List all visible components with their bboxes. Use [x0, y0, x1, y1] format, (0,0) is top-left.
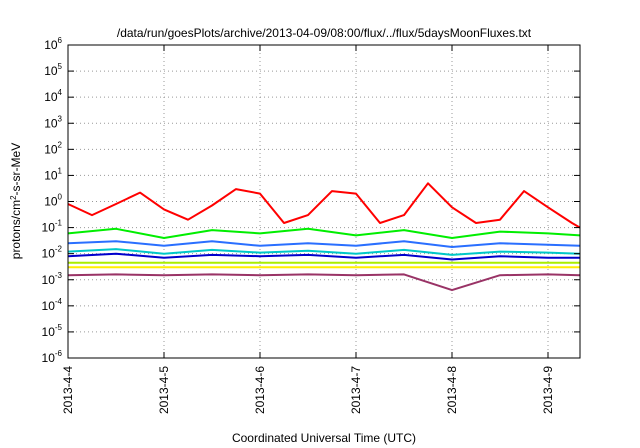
x-axis-label: Coordinated Universal Time (UTC): [232, 431, 416, 445]
chart-title: /data/run/goesPlots/archive/2013-04-09/0…: [117, 26, 532, 40]
y-tick-base: 10: [42, 325, 56, 339]
series-line-8: [67, 273, 581, 292]
y-tick-base: 10: [44, 168, 58, 182]
y-axis-label: protons/cm2-s-sr-MeV: [9, 143, 24, 259]
y-tick-base: 10: [42, 221, 56, 235]
x-tick-label: 2013-4-8: [445, 366, 459, 414]
y-axis-label-suffix: -s-sr-MeV: [9, 143, 23, 196]
y-tick-exponent: 1: [58, 166, 63, 175]
y-tick-label: 105: [44, 62, 62, 78]
y-tick-exponent: 2: [58, 140, 63, 149]
x-tick-label: 2013-4-4: [61, 366, 75, 414]
y-axis-label-prefix: protons/cm: [9, 200, 23, 259]
y-tick-base: 10: [42, 247, 56, 261]
y-tick-label: 102: [44, 140, 62, 156]
y-tick-label: 10-1: [42, 219, 63, 235]
y-tick-exponent: -5: [55, 323, 63, 332]
y-tick-exponent: -6: [55, 349, 63, 358]
x-tick-label: 2013-4-6: [253, 366, 267, 414]
grid: [68, 45, 580, 358]
y-tick-label: 106: [44, 36, 62, 52]
y-tick-exponent: -1: [55, 219, 63, 228]
y-tick-base: 10: [42, 351, 56, 365]
y-tick-base: 10: [44, 116, 58, 130]
y-tick-base: 10: [44, 64, 58, 78]
y-tick-exponent: 4: [58, 88, 63, 97]
series-line-3: [67, 240, 581, 248]
y-tick-base: 10: [42, 273, 56, 287]
y-tick-exponent: -4: [55, 297, 63, 306]
x-tick-label: 2013-4-7: [349, 366, 363, 414]
y-tick-label: 10-2: [42, 245, 63, 261]
y-tick-label: 10-6: [42, 349, 63, 365]
y-tick-exponent: -3: [55, 271, 63, 280]
series-line-5: [67, 252, 580, 261]
y-tick-exponent: 5: [58, 62, 63, 71]
y-tick-label: 101: [44, 166, 62, 182]
y-tick-base: 10: [44, 38, 58, 52]
x-tick-label: 2013-4-9: [541, 366, 555, 414]
y-tick-exponent: 3: [58, 114, 63, 123]
y-axis-label-sup: 2: [9, 195, 18, 200]
ticks: 10-610-510-410-310-210-11001011021031041…: [42, 36, 580, 414]
y-tick-exponent: 6: [58, 36, 63, 45]
y-tick-label: 10-3: [42, 271, 63, 287]
y-tick-label: 104: [44, 88, 62, 104]
x-tick-label: 2013-4-5: [157, 366, 171, 414]
y-tick-exponent: -2: [55, 245, 63, 254]
y-tick-label: 103: [44, 114, 62, 130]
y-tick-base: 10: [44, 142, 58, 156]
y-tick-label: 10-4: [42, 297, 63, 313]
series-group: [67, 182, 581, 292]
series-line-2: [67, 227, 581, 239]
y-tick-label: 100: [44, 193, 62, 209]
y-tick-base: 10: [44, 90, 58, 104]
y-tick-base: 10: [42, 299, 56, 313]
y-tick-label: 10-5: [42, 323, 63, 339]
y-tick-base: 10: [44, 195, 58, 209]
series-line-1: [67, 182, 581, 229]
series-line-4: [67, 248, 581, 256]
y-tick-exponent: 0: [58, 193, 63, 202]
